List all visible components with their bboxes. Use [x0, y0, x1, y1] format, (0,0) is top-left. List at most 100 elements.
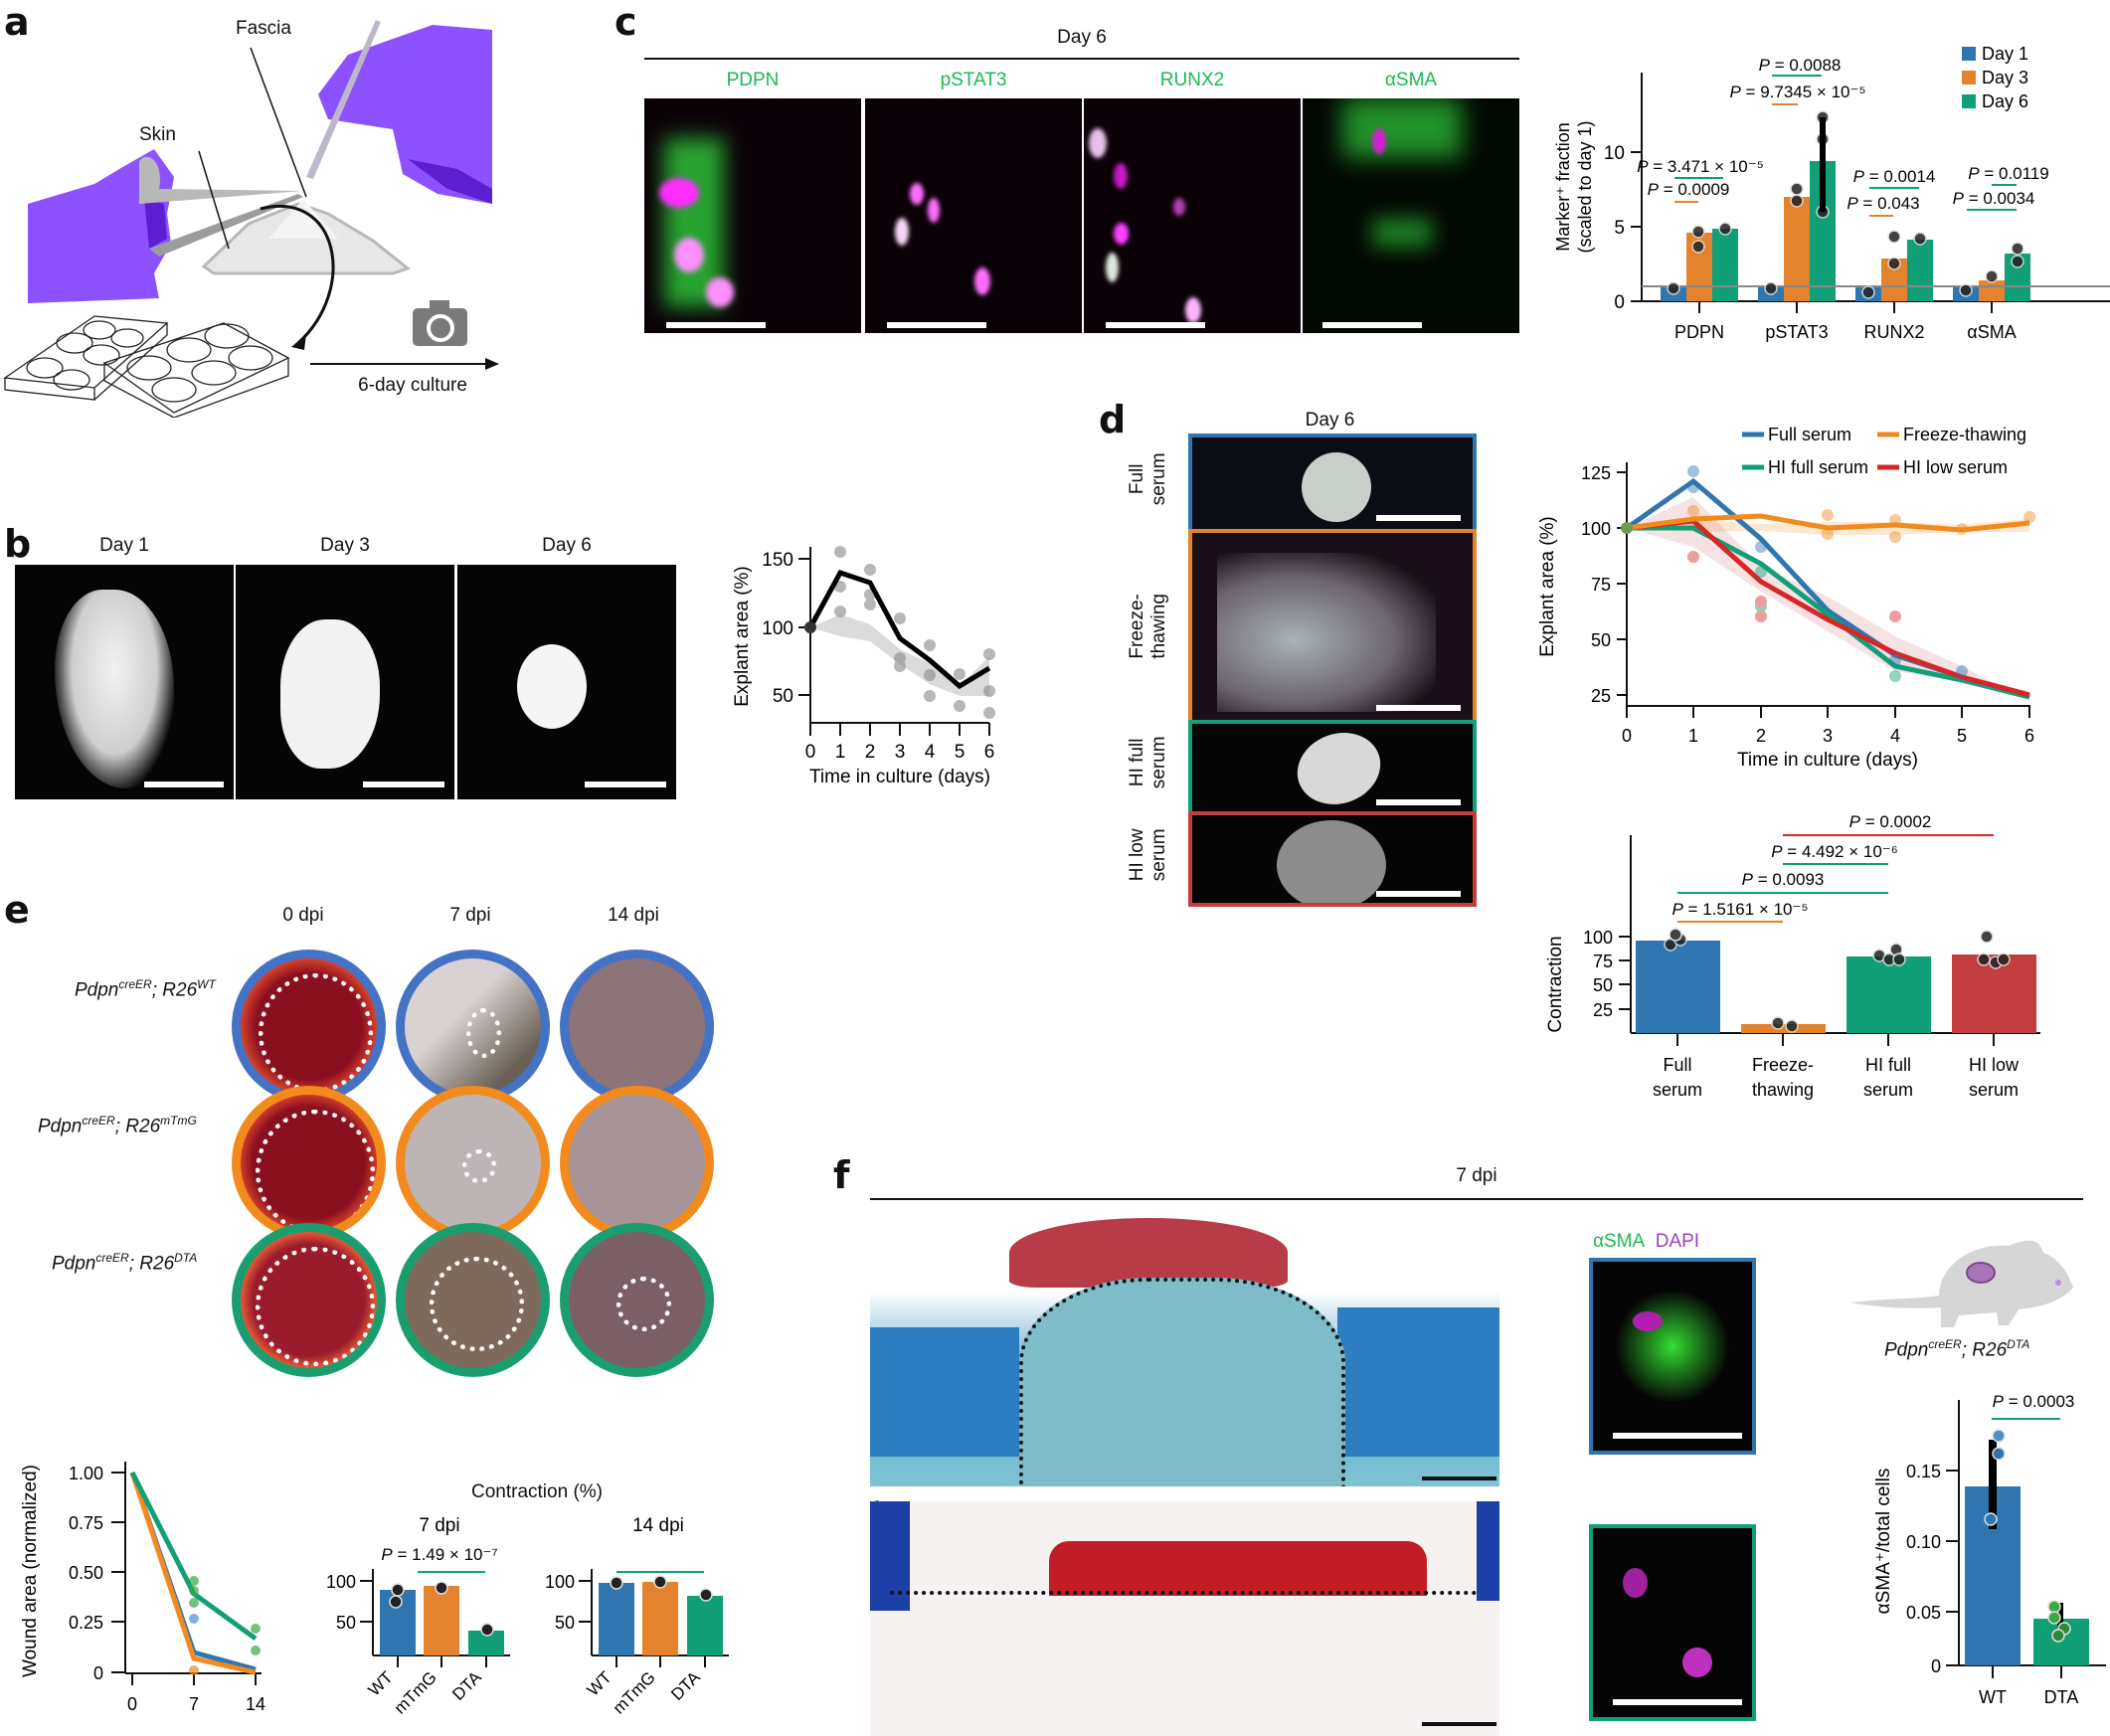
svg-text:0.50: 0.50	[69, 1563, 103, 1583]
histology-image-wt	[870, 1208, 1499, 1486]
svg-text:0: 0	[127, 1694, 137, 1714]
svg-text:Freeze-: Freeze-	[1752, 1055, 1814, 1075]
svg-text:1: 1	[835, 742, 846, 763]
svg-text:Explant area (%): Explant area (%)	[1537, 516, 1558, 657]
gloved-hand-icon	[28, 149, 174, 303]
svg-text:0.05: 0.05	[1906, 1603, 1941, 1623]
panel-c-header: Day 6	[1057, 27, 1107, 48]
svg-text:3: 3	[895, 742, 906, 763]
stain-title-asma: αSMA	[1384, 70, 1438, 90]
stain-title-runx2: RUNX2	[1159, 70, 1225, 90]
svg-text:5: 5	[1957, 726, 1967, 746]
svg-text:3: 3	[1823, 726, 1833, 746]
stain-legend: αSMA DAPI	[1593, 1231, 1700, 1252]
explant-image-freeze-thawing	[1188, 529, 1477, 724]
svg-text:5: 5	[955, 742, 966, 763]
camera-icon	[413, 300, 467, 346]
svg-text:DTA: DTA	[667, 1667, 704, 1704]
gloved-hand-icon	[318, 25, 492, 204]
svg-text:100: 100	[1583, 928, 1613, 948]
svg-text:αSMA: αSMA	[1967, 322, 2016, 342]
wound-photo-wt-0dpi	[232, 950, 386, 1104]
stain-title-pdpn: PDPN	[726, 70, 780, 90]
fascia-label: Fascia	[236, 18, 291, 39]
svg-text:0: 0	[1931, 1656, 1941, 1676]
panel-f-header: 7 dpi	[1456, 1165, 1497, 1186]
svg-text:50: 50	[773, 686, 793, 707]
svg-text:P = 0.0003: P = 0.0003	[1993, 1392, 2075, 1411]
svg-text:Day 1: Day 1	[1982, 44, 2028, 64]
svg-text:serum: serum	[1969, 1080, 2019, 1100]
svg-text:Contraction: Contraction	[1545, 936, 1566, 1032]
svg-text:HI full: HI full	[1865, 1055, 1911, 1075]
svg-text:HI full serum: HI full serum	[1768, 457, 1868, 477]
forceps-icon	[139, 156, 303, 257]
svg-text:P = 9.7345 × 10⁻⁵: P = 9.7345 × 10⁻⁵	[1729, 83, 1865, 101]
svg-text:100: 100	[1581, 519, 1611, 539]
mouse-genotype-label: PdpncreER; R26DTA	[1884, 1337, 2030, 1361]
fluorescence-image-pdpn	[644, 98, 861, 333]
chart-e-wound-area: 1.00 0.75 0.50 0.25 0 Wound area (normalized…	[20, 1462, 265, 1714]
svg-text:WT: WT	[365, 1667, 397, 1699]
svg-text:100: 100	[545, 1572, 575, 1592]
svg-text:P = 3.471 × 10⁻⁵: P = 3.471 × 10⁻⁵	[1637, 157, 1764, 176]
svg-text:P = 0.0014: P = 0.0014	[1853, 167, 1936, 186]
svg-text:Explant area (%): Explant area (%)	[732, 566, 753, 707]
scalpel-icon	[306, 20, 381, 179]
row-label-full-serum: Full serum	[1127, 452, 1169, 506]
svg-text:mTmG: mTmG	[610, 1667, 659, 1717]
wound-photo-wt-14dpi	[560, 950, 714, 1104]
svg-text:HI low serum: HI low serum	[1903, 457, 2008, 477]
svg-text:25: 25	[1591, 686, 1611, 706]
svg-text:1: 1	[1688, 726, 1698, 746]
svg-text:HI low: HI low	[1969, 1055, 2020, 1075]
svg-text:125: 125	[1581, 463, 1611, 483]
svg-text:5: 5	[1614, 218, 1625, 239]
svg-text:50: 50	[555, 1613, 575, 1633]
legend: Day 1 Day 3 Day 6	[1962, 44, 2028, 111]
wound-photo-dta-0dpi	[232, 1223, 386, 1377]
svg-text:50: 50	[1591, 630, 1611, 650]
skin-label: Skin	[139, 124, 176, 145]
svg-text:P = 0.0034: P = 0.0034	[1953, 189, 2035, 208]
fluorescence-image-dta	[1589, 1524, 1756, 1721]
image-title-day3: Day 3	[320, 535, 370, 556]
wound-photo-dta-7dpi	[396, 1223, 550, 1377]
svg-text:2: 2	[865, 742, 876, 763]
svg-text:10: 10	[1604, 143, 1625, 164]
svg-text:4: 4	[925, 742, 936, 763]
svg-text:pSTAT3: pSTAT3	[1765, 322, 1828, 342]
svg-text:7: 7	[189, 1694, 199, 1714]
svg-text:P = 0.043: P = 0.043	[1846, 194, 1919, 213]
explant-image-hi-full-serum	[1188, 720, 1477, 815]
row-label-freeze-thawing: Freeze-thawing	[1127, 594, 1169, 659]
wound-photo-wt-7dpi	[396, 950, 550, 1104]
image-title-day6: Day 6	[542, 535, 592, 556]
svg-text:6: 6	[2024, 726, 2034, 746]
svg-text:WT: WT	[584, 1667, 615, 1699]
wound-photo-mtmg-7dpi	[396, 1086, 550, 1240]
stain-title-pstat3: pSTAT3	[940, 70, 1007, 90]
explant-image-day6	[457, 565, 676, 799]
panel-c-rule	[644, 58, 1519, 60]
svg-text:Full: Full	[1663, 1055, 1691, 1075]
svg-text:0.10: 0.10	[1906, 1532, 1941, 1552]
svg-text:RUNX2: RUNX2	[1863, 322, 1924, 342]
chart-f-asma-fraction: 0.15 0.10 0.05 0 αSMA⁺/total cells P = 0.00…	[1873, 1392, 2106, 1707]
svg-text:4: 4	[1890, 726, 1900, 746]
panel-f-label: f	[833, 1153, 850, 1197]
svg-text:6: 6	[984, 742, 995, 763]
svg-text:P = 1.5161 × 10⁻⁵: P = 1.5161 × 10⁻⁵	[1671, 900, 1808, 919]
wound-photo-mtmg-0dpi	[232, 1086, 386, 1240]
svg-text:0: 0	[1614, 292, 1625, 313]
svg-text:mTmG: mTmG	[391, 1667, 440, 1717]
svg-text:WT: WT	[1979, 1687, 2007, 1707]
col-header-14dpi: 14 dpi	[608, 905, 659, 926]
wound-photo-mtmg-14dpi	[560, 1086, 714, 1240]
panel-a-label: a	[4, 0, 30, 44]
histology-image-dta	[870, 1501, 1499, 1736]
genotype-label-mtmg: PdpncreER; R26mTmG	[38, 1114, 197, 1137]
